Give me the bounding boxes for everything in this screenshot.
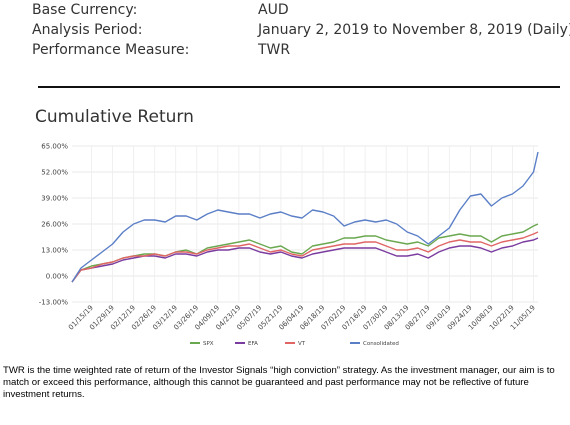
legend-label: EFA bbox=[248, 341, 258, 347]
series-line-efa bbox=[71, 237, 539, 283]
legend-label: Consolidated bbox=[363, 341, 399, 347]
y-tick-label: 13.00% bbox=[41, 247, 68, 255]
series-line-consolidated bbox=[71, 151, 539, 283]
info-label: Performance Measure: bbox=[32, 42, 190, 58]
y-tick-label: 39.00% bbox=[41, 195, 68, 203]
y-tick-label: 0.00% bbox=[46, 273, 69, 281]
y-tick-label: 65.00% bbox=[41, 143, 68, 151]
section-divider bbox=[38, 86, 560, 88]
info-value: TWR bbox=[258, 42, 291, 58]
legend-label: VT bbox=[298, 341, 306, 347]
series-line-spx bbox=[71, 223, 539, 283]
info-value: AUD bbox=[258, 2, 289, 18]
y-tick-label: 26.00% bbox=[41, 221, 68, 229]
info-label: Analysis Period: bbox=[32, 22, 143, 38]
cumulative-return-chart: 65.00% 52.00% 39.00% 26.00% 13.00% 0.00% -13.0… bbox=[39, 143, 539, 347]
series-line-vt bbox=[71, 231, 539, 283]
legend-label: SPX bbox=[203, 341, 214, 347]
info-value: January 2, 2019 to November 8, 2019 (Dai… bbox=[258, 22, 570, 38]
y-tick-label: -13.00% bbox=[39, 299, 69, 307]
chart-title: Cumulative Return bbox=[35, 107, 194, 127]
info-label: Base Currency: bbox=[32, 2, 138, 18]
footnote: TWR is the time weighted rate of return … bbox=[3, 365, 555, 400]
y-tick-label: 52.00% bbox=[41, 169, 68, 177]
